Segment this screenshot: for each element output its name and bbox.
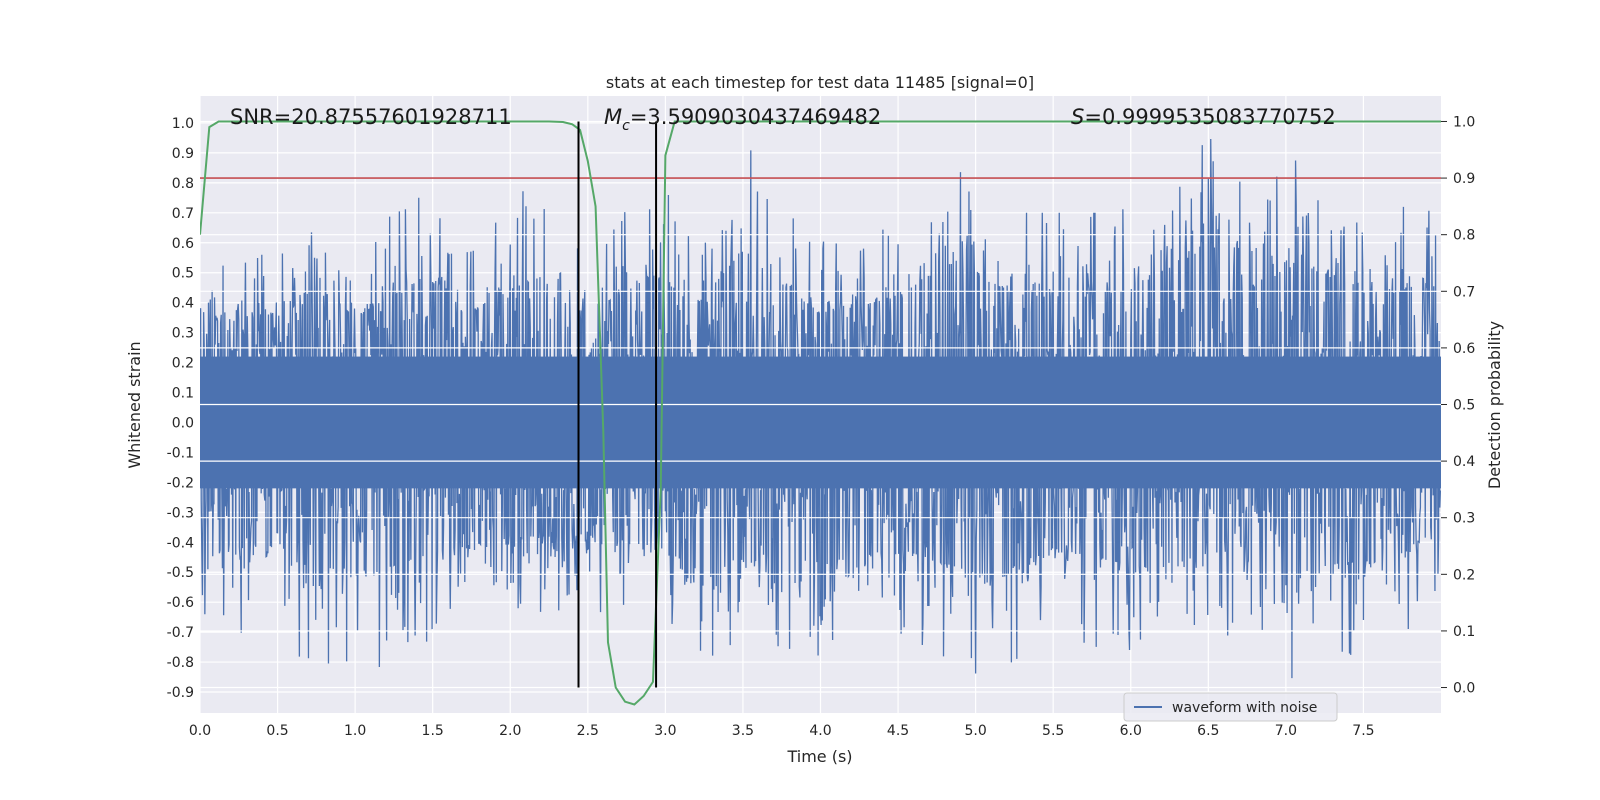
x-tick-label: 6.0 [1120,723,1142,739]
y-tick-label: -0.5 [167,565,194,581]
y-tick-label: 0.2 [172,356,194,372]
legend-label: waveform with noise [1172,700,1317,716]
x-axis-label: Time (s) [786,747,852,766]
y2-tick-label: 1.0 [1453,114,1475,130]
x-tick-label: 3.0 [654,723,676,739]
y-tick-label: 0.9 [172,146,194,162]
y2-tick-label: 0.1 [1453,624,1475,640]
y-ticks: 1.0 0.9 0.8 0.7 0.6 0.5 0.4 0.3 0.2 0.1 0.0 -0.1 -0.… [167,116,194,701]
y2-tick-label: 0.2 [1453,567,1475,583]
mc-subscript: c [622,118,630,134]
y-tick-label: 0.8 [172,176,194,192]
x-tick-label: 2.0 [499,723,521,739]
snr-annotation: SNR=20.87557601928711 [230,105,512,129]
s-annotation: S=0.9999535083770752 [1071,105,1336,129]
s-value: =0.9999535083770752 [1084,105,1335,129]
x-tick-label: 2.5 [577,723,599,739]
y-tick-label: 1.0 [172,116,194,132]
y2-tick-label: 0.4 [1453,454,1475,470]
y-tick-label: 0.6 [172,236,194,252]
x-tick-label: 4.0 [809,723,831,739]
mc-value: =3.5909030437469482 [630,105,881,129]
y-tick-label: -0.4 [167,535,194,551]
y-tick-label: -0.3 [167,505,194,521]
y-tick-label: -0.7 [167,625,194,641]
x-tick-label: 6.5 [1197,723,1219,739]
y2-axis-label: Detection probability [1485,321,1504,489]
x-tick-label: 5.0 [964,723,986,739]
y-tick-label: -0.2 [167,475,194,491]
x-tick-label: 1.0 [344,723,366,739]
y-tick-label: 0.3 [172,326,194,342]
x-tick-label: 5.5 [1042,723,1064,739]
y2-ticks: 1.0 0.9 0.8 0.7 0.6 0.5 0.4 0.3 0.2 0.1 0.0 [1441,114,1475,697]
y-axis-label: Whitened strain [125,341,144,468]
y2-tick-label: 0.7 [1453,284,1475,300]
x-tick-label: 7.0 [1275,723,1297,739]
y-tick-label: 0.1 [172,386,194,402]
legend: waveform with noise [1123,692,1338,722]
y-tick-label: 0.5 [172,266,194,282]
s-symbol: S [1071,105,1084,129]
y-tick-label: -0.6 [167,595,194,611]
detection-probability-line [200,120,1441,706]
chart-title: stats at each timestep for test data 114… [606,73,1034,92]
y2-tick-label: 0.5 [1453,398,1475,414]
y-tick-label: 0.4 [172,296,194,312]
x-tick-label: 0.0 [189,723,211,739]
y2-tick-label: 0.0 [1453,681,1475,697]
vertical-markers [577,121,658,688]
chirp-mass-annotation: Mc=3.5909030437469482 [604,105,881,134]
x-ticks: 0.0 0.5 1.0 1.5 2.0 2.5 3.0 3.5 4.0 4.5 5.0 5.5 6.0 6… [189,723,1375,739]
detection-probability-series [200,120,1441,706]
x-tick-label: 7.5 [1352,723,1374,739]
y-tick-label: 0.7 [172,206,194,222]
legend-box [1123,692,1338,722]
y2-tick-label: 0.8 [1453,228,1475,244]
y-tick-label: -0.8 [167,655,194,671]
waveform-core [200,356,1441,489]
x-tick-label: 0.5 [266,723,288,739]
y-tick-label: 0.0 [172,415,194,431]
y2-tick-label: 0.3 [1453,511,1475,527]
y-tick-label: -0.1 [167,445,194,461]
mc-symbol: M [604,105,622,129]
y2-tick-label: 0.6 [1453,341,1475,357]
waveform-series [200,139,1441,679]
waveform-line [200,139,1441,679]
x-tick-label: 1.5 [422,723,444,739]
x-tick-label: 4.5 [887,723,909,739]
y2-tick-label: 0.9 [1453,171,1475,187]
y-tick-label: -0.9 [167,685,194,701]
x-tick-label: 3.5 [732,723,754,739]
